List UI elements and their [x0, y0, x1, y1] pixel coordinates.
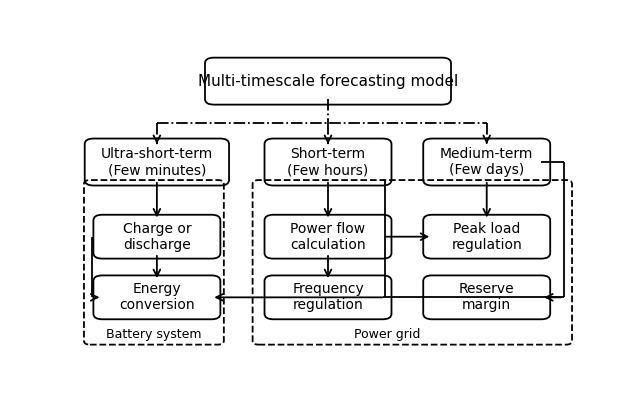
FancyBboxPatch shape — [264, 139, 392, 185]
FancyBboxPatch shape — [205, 58, 451, 105]
Text: Frequency
regulation: Frequency regulation — [292, 282, 364, 312]
FancyBboxPatch shape — [264, 215, 392, 259]
Text: Energy
conversion: Energy conversion — [119, 282, 195, 312]
FancyBboxPatch shape — [264, 276, 392, 319]
Text: Short-term
(Few hours): Short-term (Few hours) — [287, 147, 369, 177]
FancyBboxPatch shape — [93, 276, 220, 319]
Text: Multi-timescale forecasting model: Multi-timescale forecasting model — [198, 74, 458, 88]
Text: Medium-term
(Few days): Medium-term (Few days) — [440, 147, 533, 177]
FancyBboxPatch shape — [423, 276, 550, 319]
Text: Power flow
calculation: Power flow calculation — [290, 221, 366, 252]
FancyBboxPatch shape — [84, 139, 229, 185]
Text: Reserve
margin: Reserve margin — [459, 282, 515, 312]
Text: Charge or
discharge: Charge or discharge — [123, 221, 191, 252]
Text: Ultra-short-term
(Few minutes): Ultra-short-term (Few minutes) — [100, 147, 213, 177]
Text: Battery system: Battery system — [106, 328, 202, 341]
FancyBboxPatch shape — [93, 215, 220, 259]
Text: Peak load
regulation: Peak load regulation — [451, 221, 522, 252]
FancyBboxPatch shape — [423, 215, 550, 259]
FancyBboxPatch shape — [423, 139, 550, 185]
Text: Power grid: Power grid — [355, 328, 420, 341]
